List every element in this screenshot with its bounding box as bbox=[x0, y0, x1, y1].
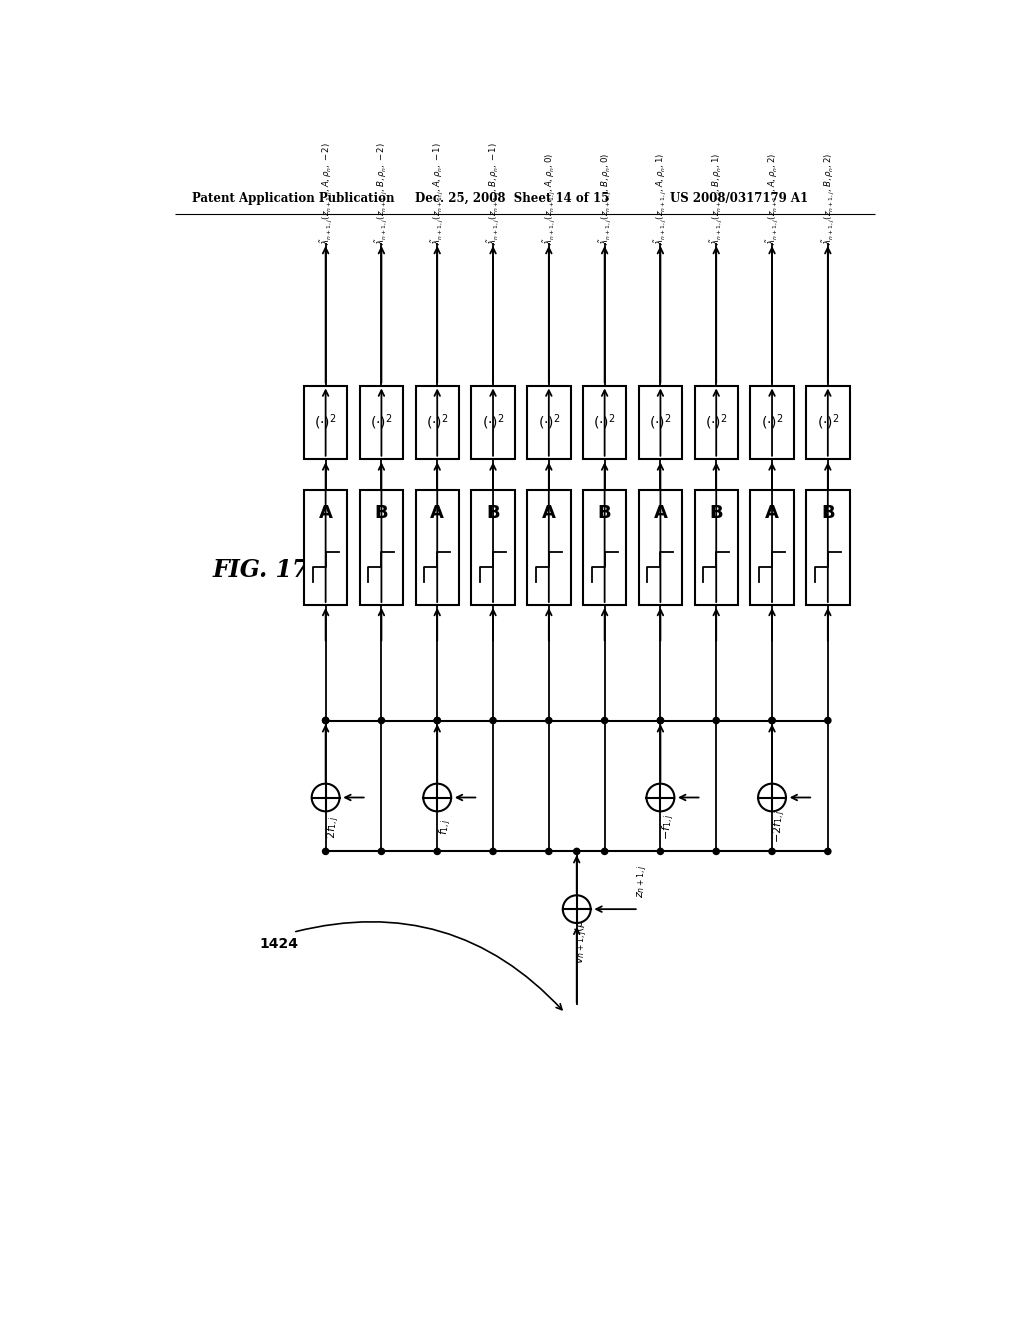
Text: $\tilde{\lambda}_{n+1,j}(z_{n+1,j},A,\rho_n,2)$: $\tilde{\lambda}_{n+1,j}(z_{n+1,j},A,\rh… bbox=[764, 152, 780, 244]
Circle shape bbox=[434, 718, 440, 723]
Text: A: A bbox=[318, 504, 333, 521]
Text: A: A bbox=[430, 504, 444, 521]
Circle shape bbox=[489, 849, 496, 854]
Text: US 2008/0317179 A1: US 2008/0317179 A1 bbox=[671, 191, 809, 205]
Bar bbox=[304, 385, 347, 459]
Text: $\tilde{\lambda}_{n+1,j}(z_{n+1,j},B,\rho_n,-2)$: $\tilde{\lambda}_{n+1,j}(z_{n+1,j},B,\rh… bbox=[374, 141, 389, 244]
Text: $(\cdot)^2$: $(\cdot)^2$ bbox=[481, 412, 505, 432]
Circle shape bbox=[378, 849, 385, 854]
Bar bbox=[806, 490, 850, 605]
Text: $(\cdot)^2$: $(\cdot)^2$ bbox=[593, 412, 615, 432]
Text: 1424: 1424 bbox=[260, 937, 299, 950]
Text: $(\cdot)^2$: $(\cdot)^2$ bbox=[370, 412, 393, 432]
Text: A: A bbox=[765, 504, 779, 521]
Text: B: B bbox=[375, 504, 388, 521]
Circle shape bbox=[824, 718, 830, 723]
Circle shape bbox=[769, 718, 775, 723]
Text: $\tilde{\lambda}_{n+1,j}(z_{n+1,j},A,\rho_n,-1)$: $\tilde{\lambda}_{n+1,j}(z_{n+1,j},A,\rh… bbox=[429, 141, 445, 244]
Text: $2f_{1,j}$: $2f_{1,j}$ bbox=[326, 814, 342, 838]
Circle shape bbox=[769, 849, 775, 854]
Circle shape bbox=[769, 718, 775, 723]
Bar bbox=[583, 385, 627, 459]
Bar bbox=[806, 385, 850, 459]
Bar bbox=[359, 490, 403, 605]
Text: FIG. 17: FIG. 17 bbox=[213, 558, 309, 582]
Text: $\tilde{\lambda}_{n+1,j}(z_{n+1,j},B,\rho_n,1)$: $\tilde{\lambda}_{n+1,j}(z_{n+1,j},B,\rh… bbox=[709, 152, 724, 244]
Circle shape bbox=[563, 895, 591, 923]
Text: $(\cdot)^2$: $(\cdot)^2$ bbox=[426, 412, 449, 432]
Circle shape bbox=[546, 718, 552, 723]
Bar bbox=[751, 490, 794, 605]
Text: $(\cdot)^2$: $(\cdot)^2$ bbox=[538, 412, 560, 432]
Text: $\tilde{\lambda}_{n+1,j}(z_{n+1,j},B,\rho_n,-1)$: $\tilde{\lambda}_{n+1,j}(z_{n+1,j},B,\rh… bbox=[485, 141, 501, 244]
Circle shape bbox=[824, 849, 830, 854]
Text: $-f_{1,j}$: $-f_{1,j}$ bbox=[660, 813, 677, 840]
Circle shape bbox=[378, 718, 385, 723]
Circle shape bbox=[646, 784, 675, 812]
Text: B: B bbox=[598, 504, 611, 521]
Text: B: B bbox=[710, 504, 723, 521]
Circle shape bbox=[657, 718, 664, 723]
Bar bbox=[639, 490, 682, 605]
Circle shape bbox=[601, 849, 607, 854]
Text: B: B bbox=[486, 504, 500, 521]
Bar bbox=[527, 385, 570, 459]
Text: $-2f_{1,j}$: $-2f_{1,j}$ bbox=[772, 810, 788, 843]
Text: $(\cdot)^2$: $(\cdot)^2$ bbox=[705, 412, 727, 432]
Text: $(\cdot)^2$: $(\cdot)^2$ bbox=[314, 412, 337, 432]
Circle shape bbox=[423, 784, 452, 812]
Bar bbox=[639, 385, 682, 459]
Bar bbox=[416, 490, 459, 605]
Circle shape bbox=[323, 849, 329, 854]
Text: B: B bbox=[821, 504, 835, 521]
Bar bbox=[694, 385, 738, 459]
Bar bbox=[527, 490, 570, 605]
Text: $\tilde{\lambda}_{n+1,j}(z_{n+1,j},A,\rho_n,-2)$: $\tilde{\lambda}_{n+1,j}(z_{n+1,j},A,\rh… bbox=[317, 141, 334, 244]
Text: $v_{n+1,j}(\rho_n)$: $v_{n+1,j}(\rho_n)$ bbox=[573, 909, 591, 964]
Circle shape bbox=[758, 784, 786, 812]
Circle shape bbox=[489, 718, 496, 723]
Text: $\tilde{\lambda}_{n+1,j}(z_{n+1,j},A,\rho_n,1)$: $\tilde{\lambda}_{n+1,j}(z_{n+1,j},A,\rh… bbox=[652, 152, 669, 244]
Bar bbox=[694, 490, 738, 605]
Text: $\tilde{\lambda}_{n+1,j}(z_{n+1,j},A,\rho_n,0)$: $\tilde{\lambda}_{n+1,j}(z_{n+1,j},A,\rh… bbox=[541, 152, 557, 244]
Text: A: A bbox=[542, 504, 556, 521]
Text: $(\cdot)^2$: $(\cdot)^2$ bbox=[649, 412, 672, 432]
Bar bbox=[359, 385, 403, 459]
Text: $f_{1,j}$: $f_{1,j}$ bbox=[437, 818, 454, 836]
Circle shape bbox=[713, 849, 719, 854]
Bar bbox=[304, 490, 347, 605]
Circle shape bbox=[323, 718, 329, 723]
Text: Dec. 25, 2008  Sheet 14 of 15: Dec. 25, 2008 Sheet 14 of 15 bbox=[415, 191, 609, 205]
Circle shape bbox=[311, 784, 340, 812]
Circle shape bbox=[601, 718, 607, 723]
Text: $(\cdot)^2$: $(\cdot)^2$ bbox=[761, 412, 783, 432]
Circle shape bbox=[323, 718, 329, 723]
Circle shape bbox=[657, 718, 664, 723]
Bar bbox=[471, 385, 515, 459]
Text: $z_{n+1,j}$: $z_{n+1,j}$ bbox=[636, 865, 650, 898]
Bar bbox=[471, 490, 515, 605]
Bar bbox=[751, 385, 794, 459]
Text: $\tilde{\lambda}_{n+1,j}(z_{n+1,j},B,\rho_n,2)$: $\tilde{\lambda}_{n+1,j}(z_{n+1,j},B,\rh… bbox=[820, 152, 836, 244]
Text: A: A bbox=[653, 504, 668, 521]
Circle shape bbox=[434, 849, 440, 854]
Text: $(\cdot)^2$: $(\cdot)^2$ bbox=[816, 412, 839, 432]
Circle shape bbox=[434, 718, 440, 723]
Text: Patent Application Publication: Patent Application Publication bbox=[191, 191, 394, 205]
Bar bbox=[416, 385, 459, 459]
Circle shape bbox=[546, 849, 552, 854]
Circle shape bbox=[657, 849, 664, 854]
Circle shape bbox=[573, 849, 580, 854]
Circle shape bbox=[713, 718, 719, 723]
Bar bbox=[583, 490, 627, 605]
Text: $\tilde{\lambda}_{n+1,j}(z_{n+1,j},B,\rho_n,0)$: $\tilde{\lambda}_{n+1,j}(z_{n+1,j},B,\rh… bbox=[597, 152, 612, 244]
